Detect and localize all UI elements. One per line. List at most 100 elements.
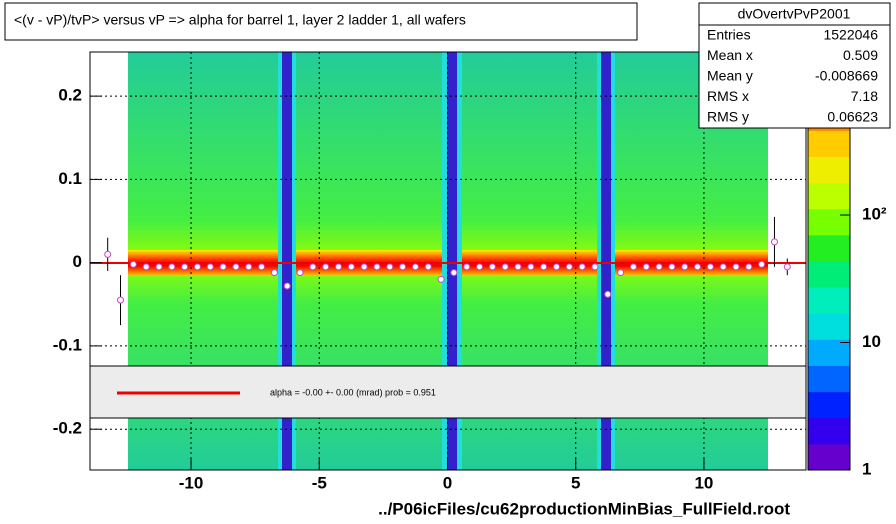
point	[488, 263, 496, 271]
stats-key: Mean y	[707, 68, 753, 84]
z-tick-label: 10²	[862, 205, 887, 224]
point	[476, 263, 484, 271]
stats-value: 7.18	[851, 88, 878, 104]
point	[411, 263, 419, 271]
point	[296, 269, 304, 277]
stats-box	[698, 2, 891, 129]
point	[540, 263, 548, 271]
y-tick-label: 0.1	[58, 169, 82, 188]
point	[668, 263, 676, 271]
stats-value: 1522046	[823, 27, 878, 43]
colorbar-cell	[808, 130, 850, 157]
colorbar-cell	[808, 391, 850, 419]
y-tick-label: 0	[73, 252, 82, 271]
point	[463, 263, 471, 271]
colorbar-cell	[808, 156, 850, 184]
point	[245, 263, 253, 271]
point	[642, 263, 650, 271]
point	[732, 263, 740, 271]
stats-value: -0.008669	[815, 68, 878, 84]
point	[501, 263, 509, 271]
colorbar-cell	[808, 417, 850, 445]
point	[193, 263, 201, 271]
point	[104, 250, 112, 258]
point	[334, 263, 342, 271]
point	[258, 263, 266, 271]
point	[117, 296, 125, 304]
point	[232, 263, 240, 271]
point	[591, 263, 599, 271]
colorbar-cell	[808, 339, 850, 366]
point	[399, 263, 407, 271]
stats-key: Mean x	[707, 47, 753, 63]
point	[347, 263, 355, 271]
point	[617, 269, 625, 277]
point	[450, 269, 458, 277]
point	[770, 238, 778, 246]
heatmap-stripe	[447, 52, 457, 470]
chart-title: <(v - vP)/tvP> versus vP => alpha for ba…	[14, 12, 466, 28]
point	[758, 260, 766, 268]
point	[386, 263, 394, 271]
x-tick-label: 10	[694, 473, 713, 492]
colorbar-cell	[808, 443, 850, 471]
z-tick-label: 10	[862, 332, 881, 351]
x-tick-label: -10	[179, 473, 204, 492]
stats-title: dvOvertvPvP2001	[738, 6, 851, 22]
point	[283, 282, 291, 290]
heatmap-stripe	[601, 52, 611, 470]
point	[437, 275, 445, 283]
fit-legend-text: alpha = -0.00 +- 0.00 (mrad) prob = 0.95…	[270, 387, 436, 397]
point	[604, 290, 612, 298]
point	[142, 263, 150, 271]
point	[719, 263, 727, 271]
y-tick-label: -0.2	[53, 419, 82, 438]
point	[694, 263, 702, 271]
x-tick-label: -5	[312, 473, 327, 492]
footer: ../P06icFiles/cu62productionMinBias_Full…	[378, 499, 790, 518]
point	[565, 263, 573, 271]
point	[629, 263, 637, 271]
colorbar-cell	[808, 365, 850, 393]
point	[706, 263, 714, 271]
colorbar-cell	[808, 287, 850, 314]
heatmap-stripe	[282, 52, 292, 470]
x-tick-label: 5	[571, 473, 580, 492]
point	[681, 263, 689, 271]
point	[168, 263, 176, 271]
point	[129, 260, 137, 268]
stats-key: RMS x	[707, 88, 749, 104]
point	[655, 263, 663, 271]
point	[206, 263, 214, 271]
point	[527, 263, 535, 271]
point	[309, 263, 317, 271]
colorbar-cell	[808, 313, 850, 340]
point	[552, 263, 560, 271]
point	[783, 263, 791, 271]
stats-key: RMS y	[707, 109, 749, 125]
point	[270, 269, 278, 277]
point	[219, 263, 227, 271]
point	[578, 263, 586, 271]
plot-frame	[89, 51, 807, 471]
z-tick-label: 1	[862, 459, 871, 478]
y-tick-label: -0.1	[53, 335, 82, 354]
colorbar-cell	[808, 182, 850, 210]
point	[155, 263, 163, 271]
stats-value: 0.509	[843, 47, 878, 63]
colorbar-cell	[808, 234, 850, 262]
point	[424, 263, 432, 271]
y-tick-label: 0.2	[58, 86, 82, 105]
stats-value: 0.06623	[827, 109, 878, 125]
colorbar-cell	[808, 261, 850, 288]
colorbar-cell	[808, 208, 850, 236]
x-tick-label: 0	[443, 473, 452, 492]
stats-key: Entries	[707, 27, 751, 43]
point	[322, 263, 330, 271]
point	[745, 263, 753, 271]
point	[360, 263, 368, 271]
title-box	[4, 2, 638, 41]
point	[181, 263, 189, 271]
point	[373, 263, 381, 271]
